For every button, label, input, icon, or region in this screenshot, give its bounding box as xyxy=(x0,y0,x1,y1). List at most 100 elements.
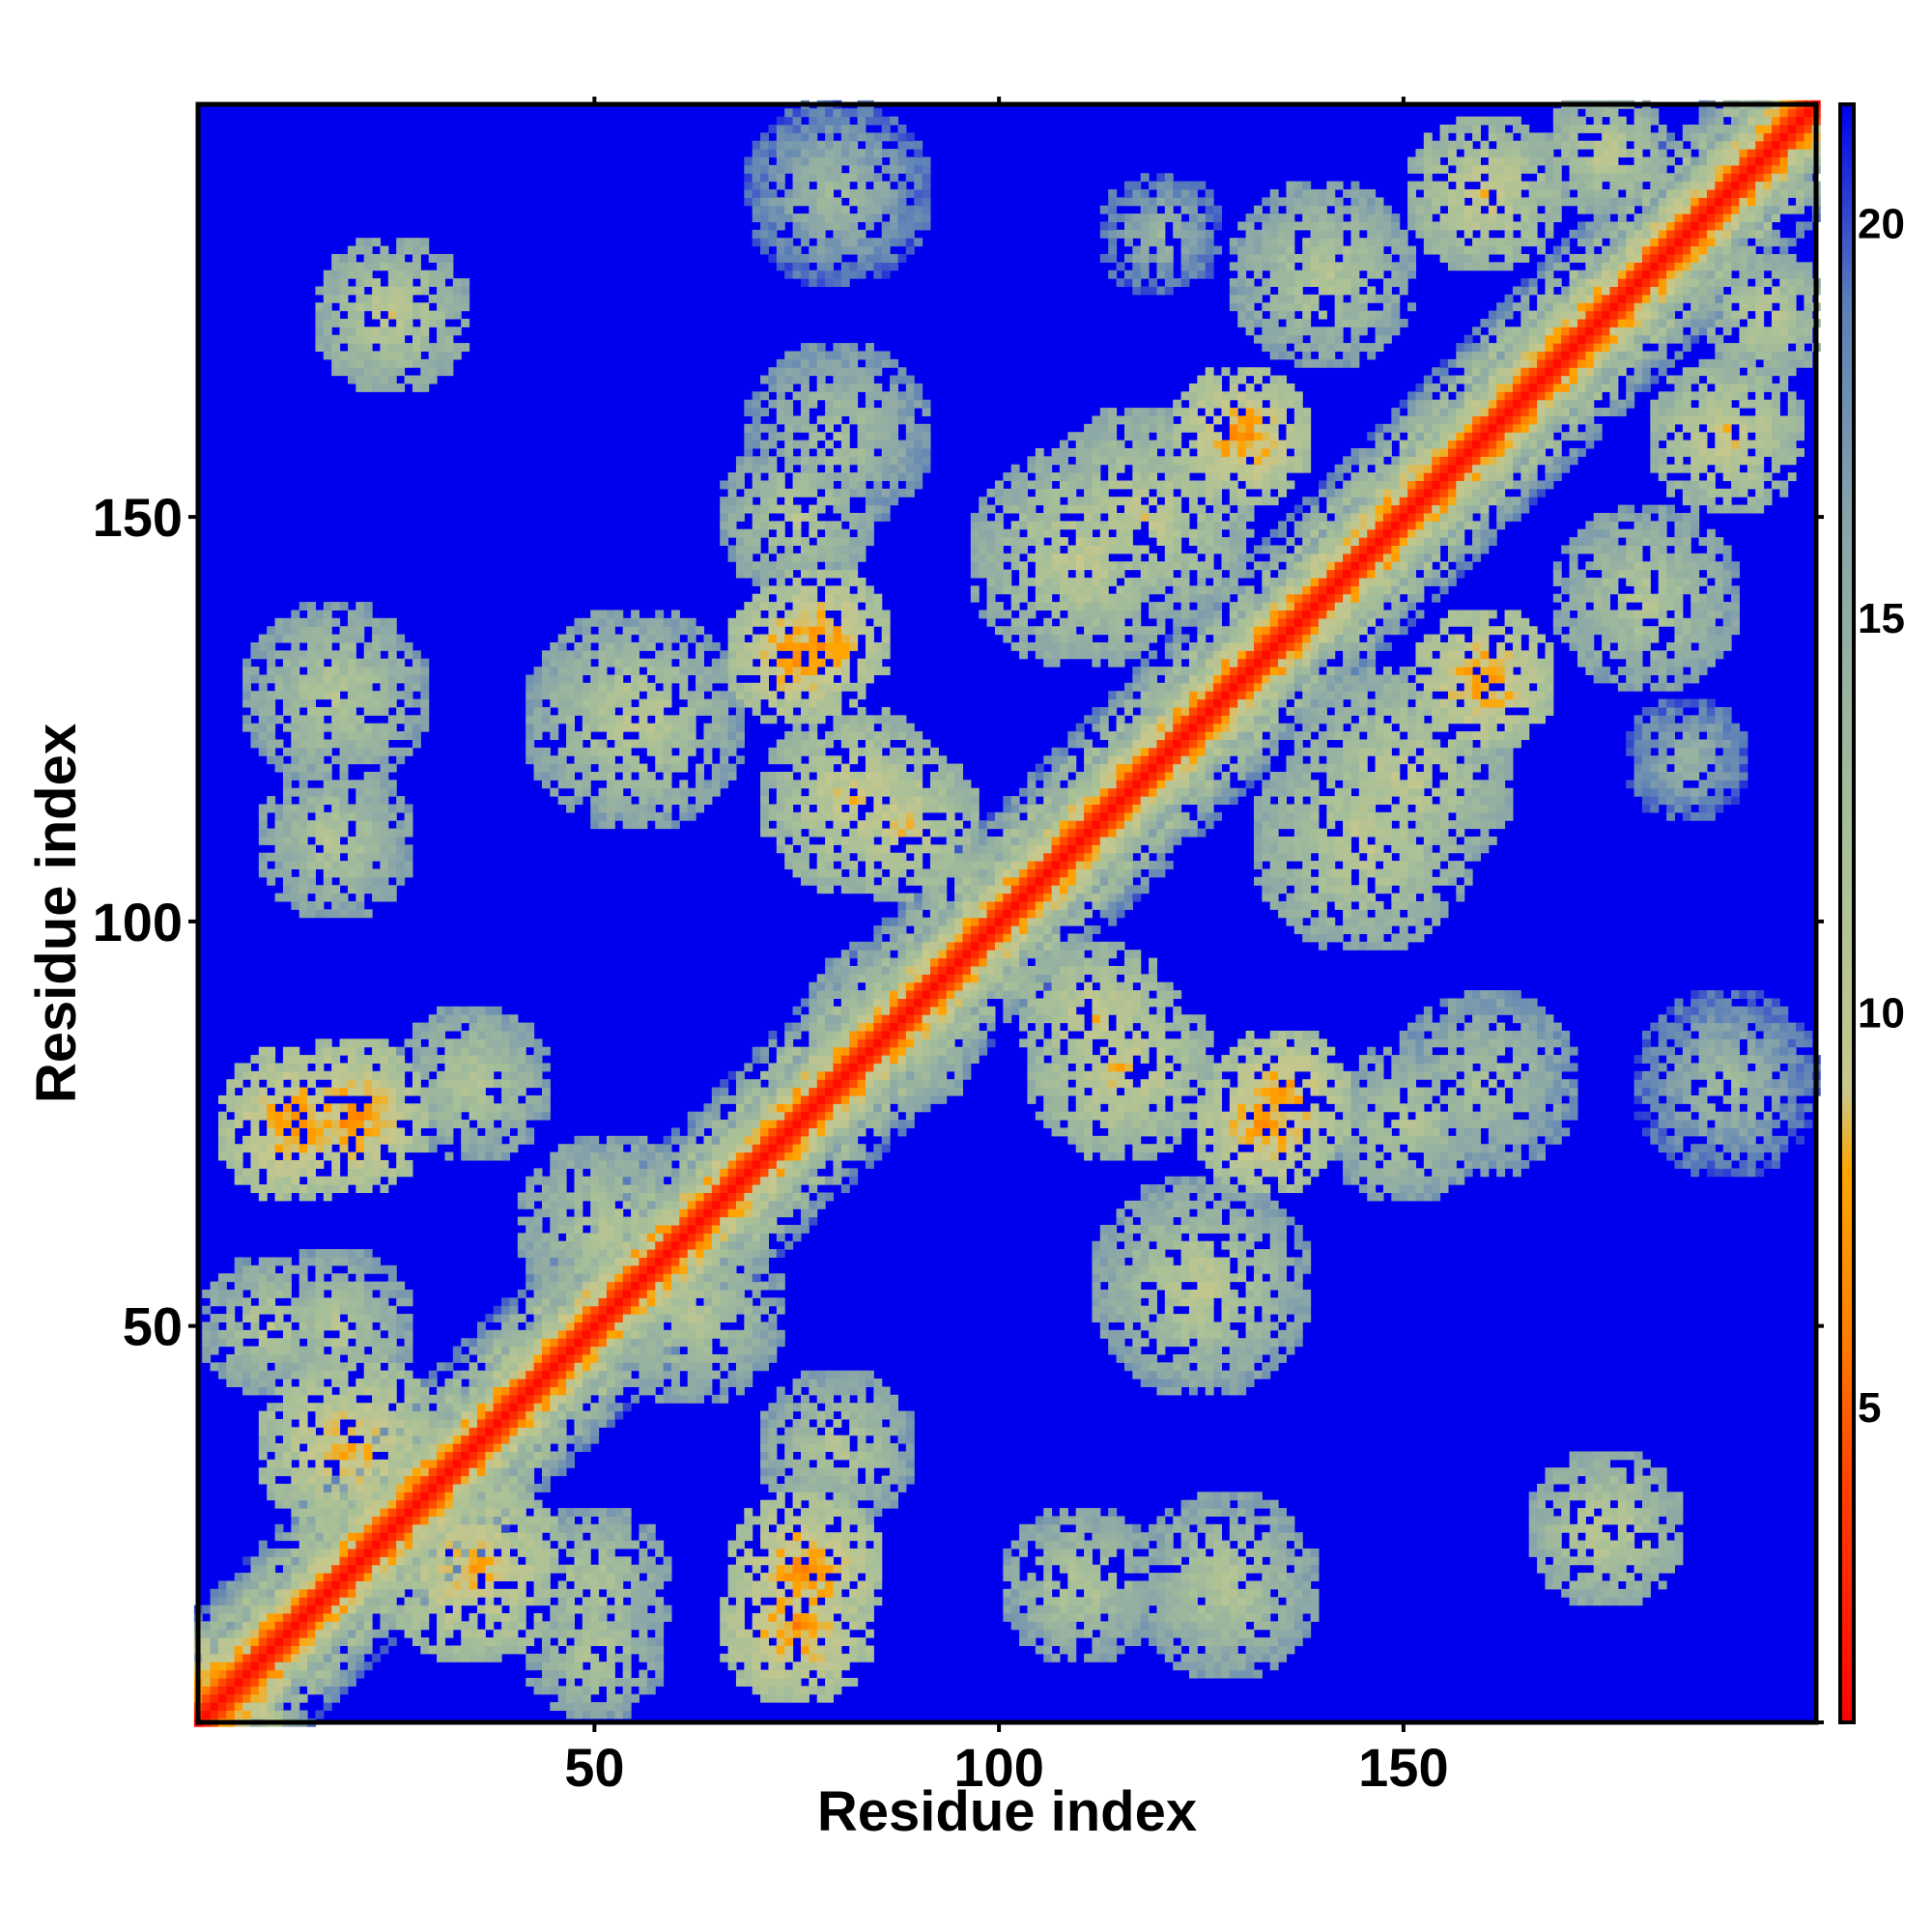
heatmap-cell xyxy=(526,731,535,741)
heatmap-cell xyxy=(226,1353,236,1363)
heatmap-cell xyxy=(282,682,292,692)
heatmap-cell xyxy=(380,253,389,263)
heatmap-cell xyxy=(646,1151,656,1161)
heatmap-cell xyxy=(380,691,389,700)
heatmap-cell xyxy=(372,747,382,756)
heatmap-cell xyxy=(646,1346,656,1355)
heatmap-cell xyxy=(323,1120,332,1129)
heatmap-cell xyxy=(291,844,300,854)
heatmap-cell xyxy=(396,1289,406,1298)
heatmap-cell xyxy=(339,1338,349,1348)
heatmap-cell xyxy=(476,1329,486,1339)
heatmap-cell xyxy=(323,1580,332,1590)
heatmap-cell xyxy=(639,1605,648,1614)
heatmap-cell xyxy=(404,1605,413,1614)
heatmap-cell xyxy=(323,1305,332,1315)
heatmap-cell xyxy=(582,1410,591,1420)
heatmap-cell xyxy=(452,1645,462,1655)
heatmap-cell xyxy=(582,1135,591,1145)
heatmap-cell xyxy=(509,1394,519,1404)
heatmap-cell xyxy=(315,1329,325,1339)
heatmap-cell xyxy=(291,1329,300,1339)
heatmap-cell xyxy=(663,780,672,789)
heatmap-cell xyxy=(526,1257,535,1266)
heatmap-cell xyxy=(267,868,276,878)
heatmap-cell xyxy=(274,1686,284,1695)
heatmap-cell xyxy=(744,1573,753,1582)
heatmap-cell xyxy=(711,1240,721,1250)
heatmap-cell xyxy=(202,1637,212,1647)
heatmap-cell xyxy=(526,715,535,724)
heatmap-cell xyxy=(355,723,365,732)
heatmap-cell xyxy=(711,1087,721,1096)
heatmap-cell xyxy=(331,861,341,870)
heatmap-cell xyxy=(380,844,389,854)
heatmap-cell xyxy=(631,1297,640,1307)
heatmap-cell xyxy=(331,1273,341,1283)
heatmap-cell xyxy=(250,1588,260,1598)
heatmap-cell xyxy=(267,755,276,765)
heatmap-cell xyxy=(437,1605,446,1614)
heatmap-cell xyxy=(331,820,341,830)
heatmap-cell xyxy=(517,1038,526,1048)
heatmap-cell xyxy=(339,1508,349,1518)
heatmap-cell xyxy=(696,1394,705,1404)
heatmap-cell xyxy=(363,1353,373,1363)
heatmap-cell xyxy=(622,1612,632,1622)
heatmap-cell xyxy=(711,1289,721,1298)
heatmap-cell xyxy=(598,804,608,813)
heatmap-cell xyxy=(711,1135,721,1145)
heatmap-cell xyxy=(720,1338,729,1348)
heatmap-cell xyxy=(590,1403,600,1412)
heatmap-cell xyxy=(566,739,576,749)
heatmap-cell xyxy=(380,1612,389,1622)
heatmap-cell xyxy=(526,1135,535,1145)
heatmap-cell xyxy=(387,1564,397,1574)
heatmap-cell xyxy=(622,739,632,749)
heatmap-cell xyxy=(323,1070,332,1080)
heatmap-cell xyxy=(639,1273,648,1283)
heatmap-cell xyxy=(461,1573,470,1582)
heatmap-cell xyxy=(315,885,325,895)
heatmap-cell xyxy=(355,1063,365,1072)
heatmap-cell xyxy=(557,1669,567,1679)
heatmap-cell xyxy=(339,1394,349,1404)
heatmap-cell xyxy=(735,634,745,643)
heatmap-cell xyxy=(428,1435,438,1444)
heatmap-cell xyxy=(202,1329,212,1339)
heatmap-cell xyxy=(598,1184,608,1194)
heatmap-cell xyxy=(307,1249,317,1259)
heatmap-cell xyxy=(606,1540,615,1549)
heatmap-cell xyxy=(339,828,349,838)
heatmap-cell xyxy=(517,1289,526,1298)
heatmap-cell xyxy=(315,900,325,910)
heatmap-cell xyxy=(735,504,745,514)
heatmap-cell xyxy=(315,1686,325,1695)
heatmap-cell xyxy=(485,1532,495,1542)
heatmap-cell xyxy=(703,1329,713,1339)
heatmap-cell xyxy=(614,650,624,660)
heatmap-cell xyxy=(509,1451,519,1461)
heatmap-cell xyxy=(606,1289,615,1298)
heatmap-cell xyxy=(687,1111,696,1121)
heatmap-cell xyxy=(452,1046,462,1056)
heatmap-cell xyxy=(226,1662,236,1671)
heatmap-cell xyxy=(372,302,382,312)
heatmap-cell xyxy=(517,1435,526,1444)
heatmap-cell xyxy=(437,270,446,279)
heatmap-cell xyxy=(307,1386,317,1396)
heatmap-cell xyxy=(226,1580,236,1590)
heatmap-cell xyxy=(291,1353,300,1363)
heatmap-cell xyxy=(437,1103,446,1113)
heatmap-cell xyxy=(307,1257,317,1266)
heatmap-cell xyxy=(509,1556,519,1566)
heatmap-cell xyxy=(291,617,300,627)
heatmap-cell xyxy=(347,731,356,741)
heatmap-cell xyxy=(258,1103,268,1113)
heatmap-cell xyxy=(250,1329,260,1339)
heatmap-cell xyxy=(298,626,308,636)
heatmap-cell xyxy=(631,1224,640,1234)
heatmap-cell xyxy=(582,1370,591,1379)
heatmap-cell xyxy=(315,1135,325,1145)
heatmap-cell xyxy=(485,1410,495,1420)
